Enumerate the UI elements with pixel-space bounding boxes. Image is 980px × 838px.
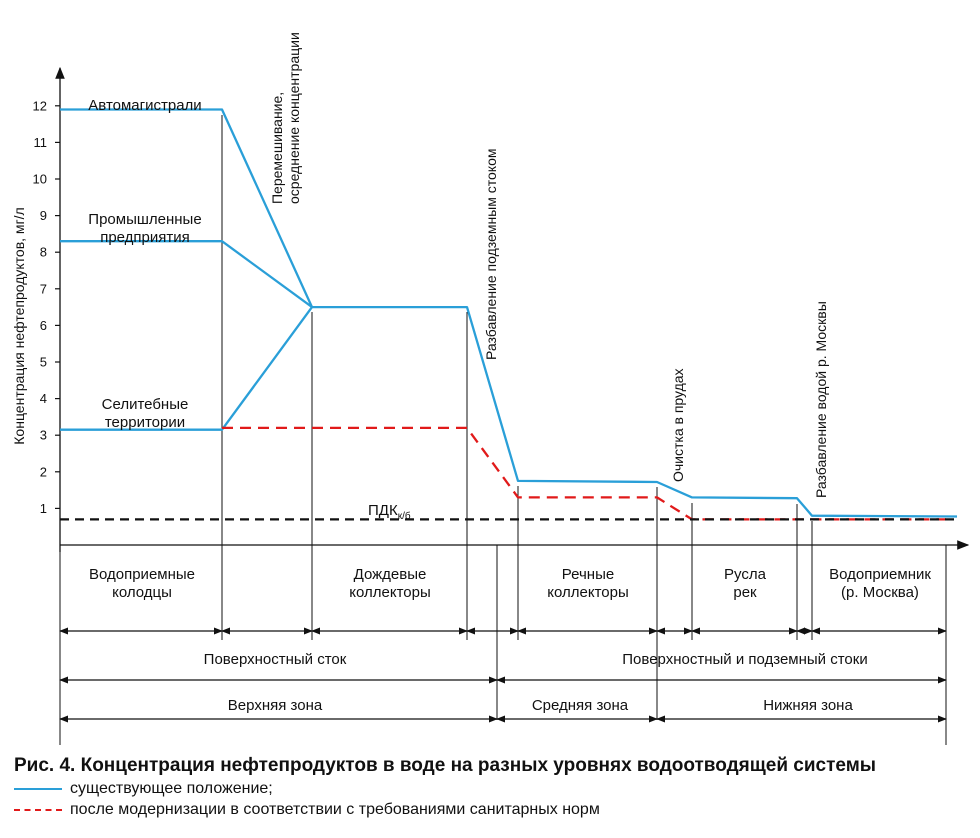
y-axis-title: Концентрация нефтепродуктов, мг/л (11, 207, 27, 444)
stage-label: Русла рек (724, 566, 767, 601)
series-label-residential-line: территории (105, 414, 185, 431)
pdk-label: ПДКк/б (368, 502, 411, 522)
series-label-residential: Селитебные территории (102, 396, 189, 431)
legend-solid-line-icon (14, 787, 62, 790)
series-line-4 (222, 426, 946, 521)
annotation-moskva-dilution: Разбавление водой р. Москвы (813, 301, 829, 498)
stage-label-line: Водоприемник (829, 566, 931, 583)
series-line-2 (60, 306, 313, 431)
figure-title: Рис. 4. Концентрация нефтепродуктов в во… (14, 755, 877, 776)
pdk-label-main: ПДК (368, 502, 398, 519)
figure-caption: Рис. 4. Концентрация нефтепродуктов в во… (14, 754, 974, 820)
legend-item-existing: существующее положение; (14, 778, 974, 799)
series-line-0 (60, 108, 314, 308)
legend-dashed-line-icon (14, 808, 62, 811)
annotation-mixing-line: Перемешивание, (269, 92, 285, 204)
annotation-pond-treatment-line: Очистка в прудах (670, 368, 686, 482)
y-tick-label: 10 (33, 172, 47, 187)
y-tick-label: 9 (40, 208, 47, 223)
stage-label-line: Русла (724, 566, 767, 583)
series-label-industry-line: предприятия (100, 229, 190, 246)
y-tick-label: 3 (40, 428, 47, 443)
series-line-1 (60, 240, 313, 309)
stage-label: Дождевые коллекторы (349, 566, 431, 601)
y-tick-label: 8 (40, 245, 47, 260)
legend-label-existing: существующее положение; (70, 780, 273, 797)
y-tick-label: 2 (40, 464, 47, 479)
zone-label: Средняя зона (532, 697, 629, 714)
annotation-mixing: Перемешивание,осреднение концентрации (269, 32, 302, 204)
stage-label-line: Водоприемные (89, 566, 195, 583)
series-label-highways: Автомагистрали (88, 97, 201, 114)
series-line-3 (312, 305, 958, 518)
y-tick-label: 4 (40, 391, 47, 406)
stage-label: Речные коллекторы (547, 566, 629, 601)
stage-label: Водоприемник (р. Москва) (829, 566, 931, 601)
stage-label-line: (р. Москва) (841, 584, 919, 601)
y-tick-label: 7 (40, 281, 47, 296)
stage-label-line: Речные (562, 566, 614, 583)
annotation-groundwater-dilution: Разбавление подземным стоком (483, 149, 499, 361)
stage-label-line: колодцы (112, 584, 172, 601)
legend-label-modernized: после модернизации в соответствии с треб… (70, 801, 600, 818)
series-label-highways-line: Автомагистрали (88, 97, 201, 114)
series-label-industry: Промышленные предприятия (88, 211, 201, 246)
series-label-industry-line: Промышленные (88, 211, 201, 228)
y-tick-label: 1 (40, 501, 47, 516)
annotation-mixing-line: осреднение концентрации (286, 32, 302, 204)
annotation-groundwater-dilution-line: Разбавление подземным стоком (483, 149, 499, 361)
y-tick-label: 11 (34, 135, 48, 150)
zone-label: Верхняя зона (228, 697, 323, 714)
stage-label: Водоприемные колодцы (89, 566, 195, 601)
annotation-moskva-dilution-line: Разбавление водой р. Москвы (813, 301, 829, 498)
y-tick-label: 12 (33, 98, 47, 113)
stage-label-line: коллекторы (547, 584, 629, 601)
zone-label: Нижняя зона (763, 697, 853, 714)
y-tick-label: 5 (40, 355, 47, 370)
stage-label-line: коллекторы (349, 584, 431, 601)
legend-item-modernized: после модернизации в соответствии с треб… (14, 799, 974, 820)
pdk-label-sub: к/б (398, 510, 411, 522)
stage-label-line: рек (733, 584, 757, 601)
series-label-residential-line: Селитебные (102, 396, 189, 413)
y-tick-label: 6 (40, 318, 47, 333)
stage-label-line: Дождевые (354, 566, 427, 583)
flow-label: Поверхностный сток (204, 651, 347, 668)
flow-label: Поверхностный и подземный стоки (622, 651, 867, 668)
annotation-pond-treatment: Очистка в прудах (670, 368, 686, 482)
